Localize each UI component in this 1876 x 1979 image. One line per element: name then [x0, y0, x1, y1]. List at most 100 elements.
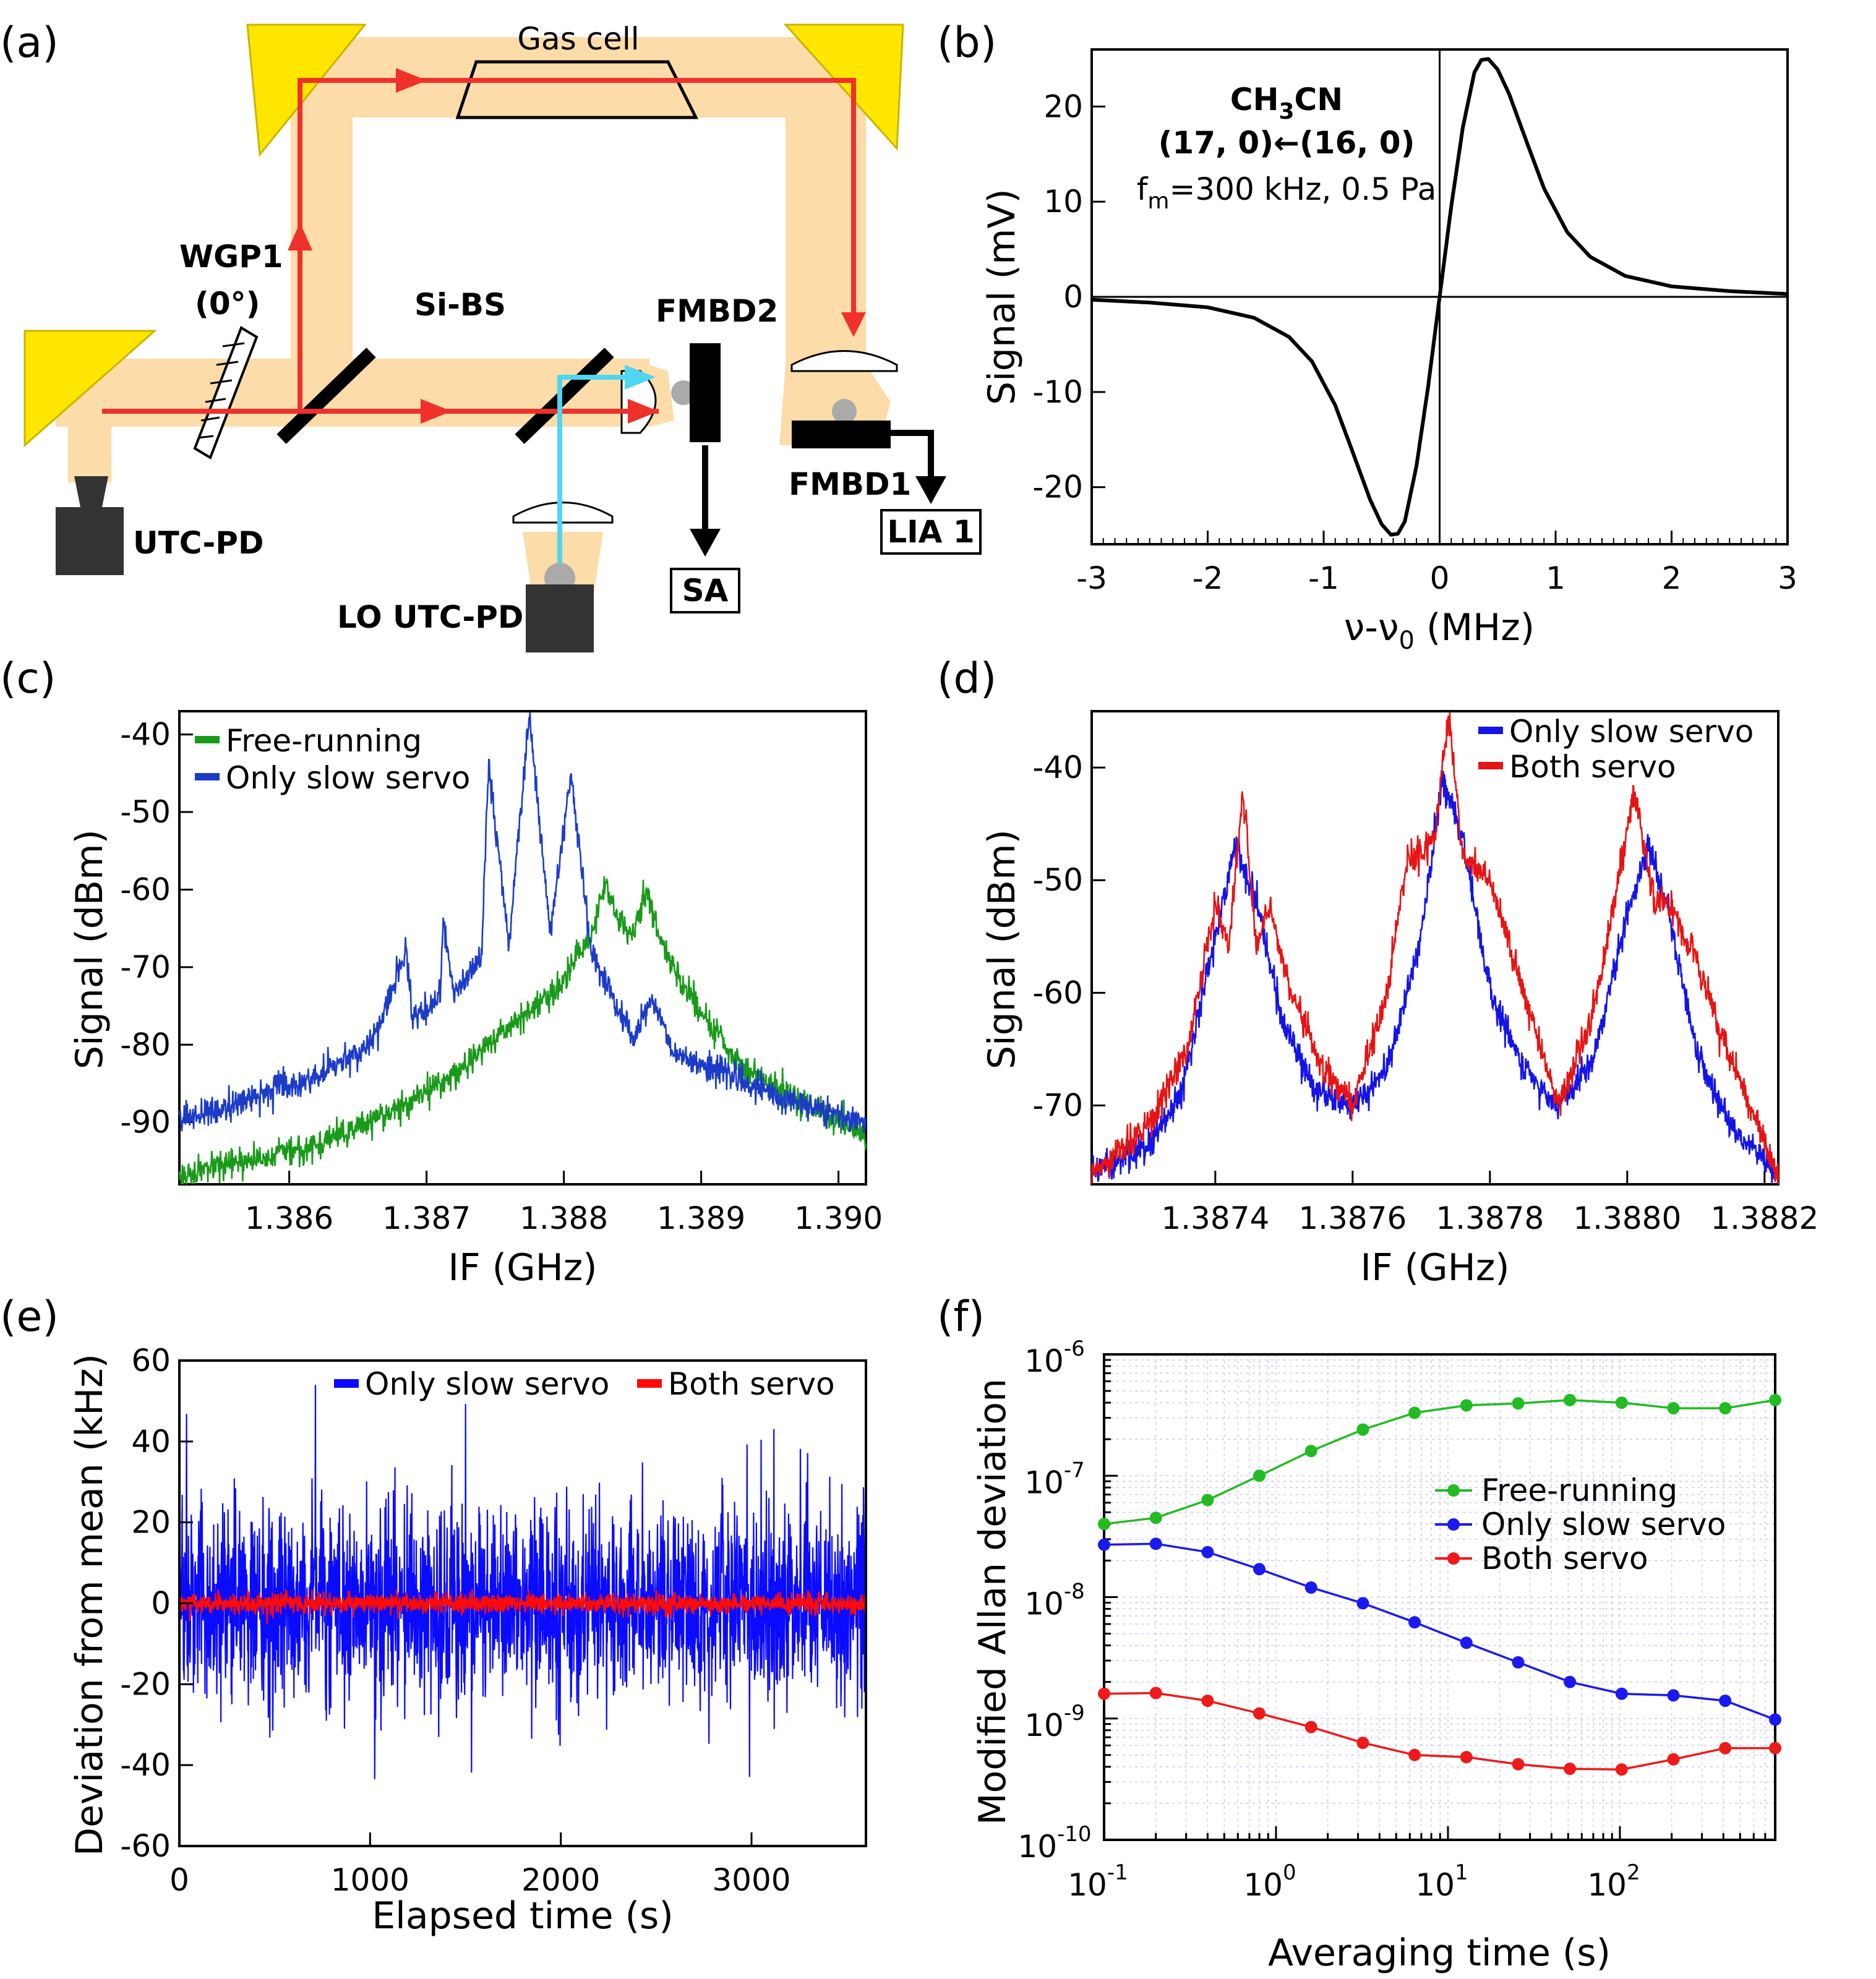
lia1-box — [880, 509, 982, 555]
data-point-only-slow-servo — [1769, 1713, 1781, 1726]
chart-b-ylabel: Signal (mV) — [980, 189, 1024, 405]
sa-label: SA — [682, 573, 729, 609]
x-tick-label: 100 — [1243, 1860, 1296, 1903]
chart-b-molecule: CH3CN — [1230, 82, 1343, 124]
utc-pd-horn — [74, 476, 108, 507]
chart-d-legend: Only slow servo Both servo — [1478, 714, 1754, 785]
data-point-free-running — [1564, 1393, 1577, 1406]
y-tick-label: -40 — [120, 717, 171, 753]
y-tick-label: 10 — [1043, 184, 1083, 220]
x-tick-label: 1000 — [331, 1862, 409, 1898]
x-tick-label: 1.3874 — [1161, 1200, 1269, 1236]
data-point-only-slow-servo — [1149, 1537, 1162, 1550]
y-tick-label: 60 — [131, 1343, 171, 1378]
data-point-both-servo — [1201, 1695, 1214, 1708]
data-point-both-servo — [1356, 1737, 1369, 1750]
wgp1-polarizer — [193, 326, 259, 459]
mirror-top-left — [246, 24, 367, 157]
chart-b-transition: (17, 0)←(16, 0) — [1159, 125, 1415, 161]
series-line-both-servo — [178, 1588, 867, 1624]
data-point-only-slow-servo — [1408, 1616, 1421, 1629]
si-beam-splitter — [276, 348, 376, 444]
x-tick-label: 1.3880 — [1573, 1200, 1681, 1236]
lens-fmbd1 — [790, 350, 898, 372]
x-tick-label: 1.3878 — [1436, 1200, 1544, 1236]
data-point-free-running — [1460, 1399, 1473, 1412]
chart-f-legend: Free-running Only slow servo Both servo — [1435, 1472, 1726, 1576]
lo-beam-splitter — [515, 348, 614, 444]
legend-label-both-servo-f: Both servo — [1481, 1541, 1648, 1576]
fmbd1-label: FMBD1 — [789, 466, 911, 502]
data-point-free-running — [1098, 1518, 1110, 1531]
data-point-both-servo — [1304, 1720, 1317, 1733]
series-line-signal — [1090, 57, 1789, 537]
x-tick-label: 102 — [1587, 1860, 1640, 1903]
data-point-only-slow-servo — [1098, 1538, 1110, 1551]
chart-e: (e) 0 1000 2000 3000 -60 -40 -20 0 20 40 60 Deviat… — [0, 1293, 867, 1938]
panel-label-d: (d) — [937, 654, 996, 703]
legend-label-only-slow-servo: Only slow servo — [226, 760, 470, 796]
x-tick-label: 1.386 — [245, 1200, 333, 1236]
series-line-only-slow-servo — [178, 1385, 867, 1779]
chart-d-frame — [1090, 710, 1780, 1186]
legend-swatch-only-slow-servo — [195, 773, 220, 780]
lens-lo — [512, 502, 614, 524]
data-point-both-servo — [1098, 1687, 1110, 1700]
data-point-both-servo — [1615, 1763, 1628, 1776]
y-tick-label: 40 — [131, 1424, 171, 1460]
legend-label-free-running: Free-running — [226, 723, 422, 759]
legend-label-only-slow-servo-f: Only slow servo — [1481, 1507, 1726, 1542]
gas-cell — [455, 60, 699, 119]
chart-e-xlabel: Elapsed time (s) — [372, 1894, 673, 1938]
data-point-both-servo — [1253, 1707, 1266, 1720]
y-tick-label: -50 — [1032, 862, 1083, 898]
x-tick-label: 1.389 — [657, 1200, 745, 1236]
y-tick-label: 10-6 — [1024, 1336, 1085, 1379]
data-point-free-running — [1615, 1396, 1628, 1409]
series-line-both-servo — [1103, 1691, 1775, 1771]
panel-label-a: (a) — [0, 19, 59, 67]
series-line-free-running — [1103, 1399, 1776, 1526]
chart-d-ylabel: Signal (dBm) — [980, 829, 1024, 1069]
si-bs-label: Si-BS — [414, 287, 506, 323]
y-tick-label: -10 — [1032, 374, 1083, 410]
chart-e-legend: Only slow servo Both servo — [334, 1366, 835, 1402]
y-tick-label: 10-8 — [1024, 1579, 1085, 1622]
data-point-both-servo — [1719, 1742, 1732, 1755]
y-tick-label: 20 — [1043, 88, 1083, 124]
y-tick-label: 10-7 — [1024, 1458, 1085, 1500]
legend-marker-free-running-f — [1447, 1484, 1460, 1497]
chart-f-xlabel: Averaging time (s) — [1268, 1931, 1611, 1975]
legend-label-only-slow-servo-d: Only slow servo — [1509, 714, 1754, 750]
chart-c: (c) 1.386 1.387 1.388 1.389 1.390 -90 -80 -70 -6… — [0, 654, 883, 1289]
data-point-both-servo — [1149, 1686, 1162, 1699]
wgp1-angle-label: (0°) — [195, 286, 260, 322]
legend-label-only-slow-servo-e: Only slow servo — [365, 1366, 609, 1402]
data-point-only-slow-servo — [1356, 1597, 1369, 1610]
chart-e-ylabel: Deviation from mean (kHz) — [68, 1354, 111, 1856]
x-tick-label: 1.390 — [794, 1200, 883, 1236]
lo-beam — [557, 375, 631, 563]
legend-label-both-servo-e: Both servo — [668, 1366, 835, 1402]
panel-label-b: (b) — [937, 19, 996, 67]
legend-marker-only-slow-servo-f — [1447, 1518, 1460, 1531]
chart-d: (d) 1.3874 1.3876 1.3878 1.3880 1.3882 -70 -60… — [937, 654, 1818, 1289]
data-point-only-slow-servo — [1512, 1656, 1525, 1669]
chart-f: (f) 10-1 100 101 102 10-6 10-7 10-8 10-9 10-10 M… — [937, 1293, 1781, 1975]
data-point-free-running — [1356, 1423, 1369, 1436]
panel-label-e: (e) — [0, 1293, 59, 1341]
chart-c-ylabel: Signal (dBm) — [68, 829, 111, 1069]
data-point-both-servo — [1667, 1753, 1680, 1766]
x-tick-label: 10-1 — [1068, 1860, 1128, 1903]
x-tick-label: -2 — [1193, 560, 1223, 596]
panel-label-c: (c) — [0, 654, 56, 703]
data-point-only-slow-servo — [1564, 1675, 1577, 1688]
y-tick-label: -50 — [120, 794, 171, 830]
x-tick-label: 2 — [1662, 560, 1682, 596]
fmbd2-label: FMBD2 — [656, 293, 778, 329]
x-tick-label: 0 — [169, 1862, 189, 1898]
series-line-free-running — [178, 876, 867, 1186]
x-tick-label: 101 — [1415, 1860, 1468, 1903]
data-point-only-slow-servo — [1460, 1636, 1473, 1649]
chart-c-xlabel: IF (GHz) — [448, 1246, 597, 1289]
